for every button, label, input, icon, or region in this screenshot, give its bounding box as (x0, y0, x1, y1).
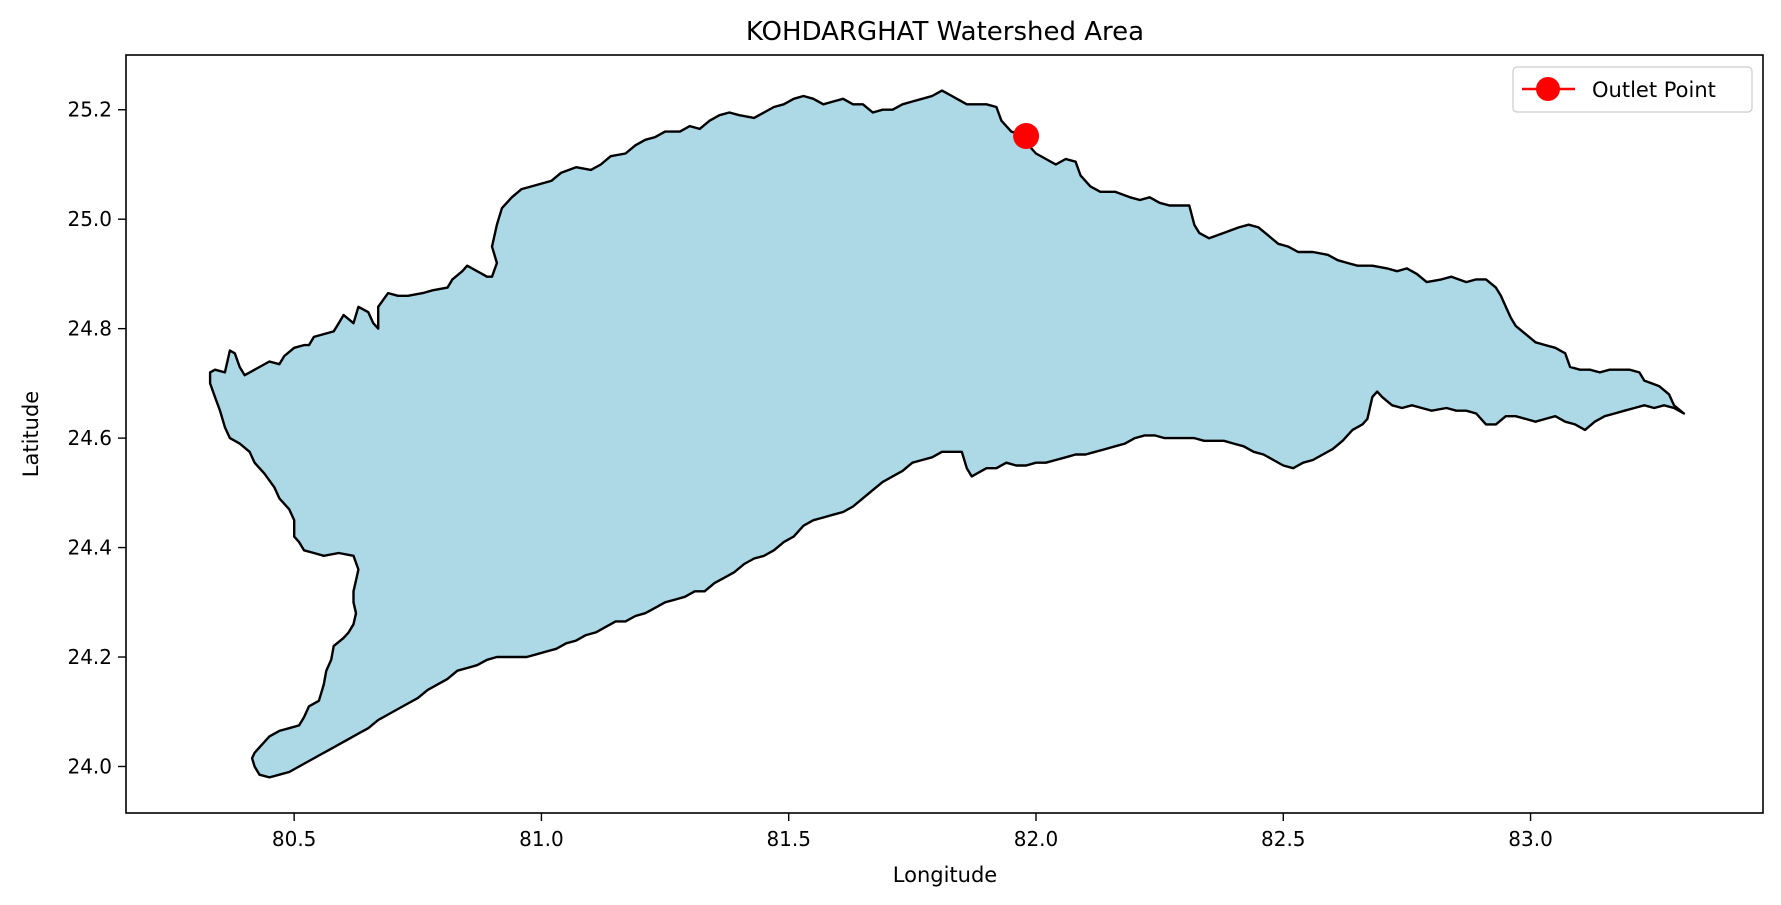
x-axis-ticks: 80.5 81.0 81.5 82.0 82.5 83.0 (272, 813, 1553, 851)
watershed-polygon (208, 89, 1686, 779)
y-axis-ticks: 24.0 24.2 24.4 24.6 24.8 25.0 25.2 (67, 98, 126, 778)
outlet-point-marker (1013, 122, 1040, 149)
x-tick-label: 83.0 (1508, 827, 1553, 851)
x-tick-label: 80.5 (272, 827, 317, 851)
x-tick-label: 81.0 (519, 827, 564, 851)
x-tick-label: 82.0 (1014, 827, 1059, 851)
y-tick-label: 24.2 (67, 645, 112, 669)
y-axis-label: Latitude (19, 391, 43, 477)
axes-frame (125, 54, 1764, 814)
x-axis-label: Longitude (893, 863, 997, 887)
legend: Outlet Point (1512, 66, 1753, 113)
legend-marker-swatch (1536, 77, 1560, 101)
y-tick-label: 24.4 (67, 536, 112, 560)
plot-area (208, 89, 1686, 779)
map-title: KOHDARGHAT Watershed Area (746, 17, 1144, 47)
x-tick-label: 82.5 (1261, 827, 1306, 851)
y-tick-label: 24.6 (67, 426, 112, 450)
y-tick-label: 25.2 (67, 98, 112, 122)
y-tick-label: 25.0 (67, 207, 112, 231)
x-tick-label: 81.5 (766, 827, 811, 851)
legend-box (1512, 66, 1753, 113)
y-tick-label: 24.0 (67, 754, 112, 778)
y-tick-label: 24.8 (67, 317, 112, 341)
legend-label: Outlet Point (1592, 78, 1716, 102)
